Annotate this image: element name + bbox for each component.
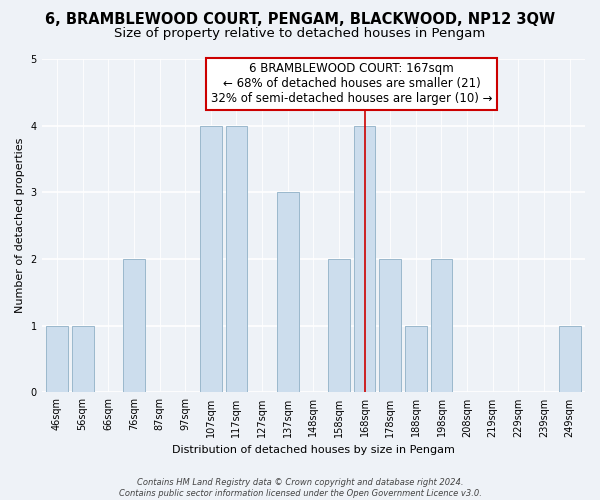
Bar [328, 259, 350, 392]
Text: Size of property relative to detached houses in Pengam: Size of property relative to detached ho… [115, 28, 485, 40]
Bar [123, 259, 145, 392]
Bar [200, 126, 222, 392]
Y-axis label: Number of detached properties: Number of detached properties [15, 138, 25, 314]
Text: Contains HM Land Registry data © Crown copyright and database right 2024.
Contai: Contains HM Land Registry data © Crown c… [119, 478, 481, 498]
Bar [72, 326, 94, 392]
Bar [559, 326, 581, 392]
Bar [226, 126, 247, 392]
Text: 6, BRAMBLEWOOD COURT, PENGAM, BLACKWOOD, NP12 3QW: 6, BRAMBLEWOOD COURT, PENGAM, BLACKWOOD,… [45, 12, 555, 28]
Bar [431, 259, 452, 392]
Bar [405, 326, 427, 392]
Text: 6 BRAMBLEWOOD COURT: 167sqm
← 68% of detached houses are smaller (21)
32% of sem: 6 BRAMBLEWOOD COURT: 167sqm ← 68% of det… [211, 62, 493, 106]
Bar [379, 259, 401, 392]
X-axis label: Distribution of detached houses by size in Pengam: Distribution of detached houses by size … [172, 445, 455, 455]
Bar [353, 126, 376, 392]
Bar [46, 326, 68, 392]
Bar [277, 192, 299, 392]
